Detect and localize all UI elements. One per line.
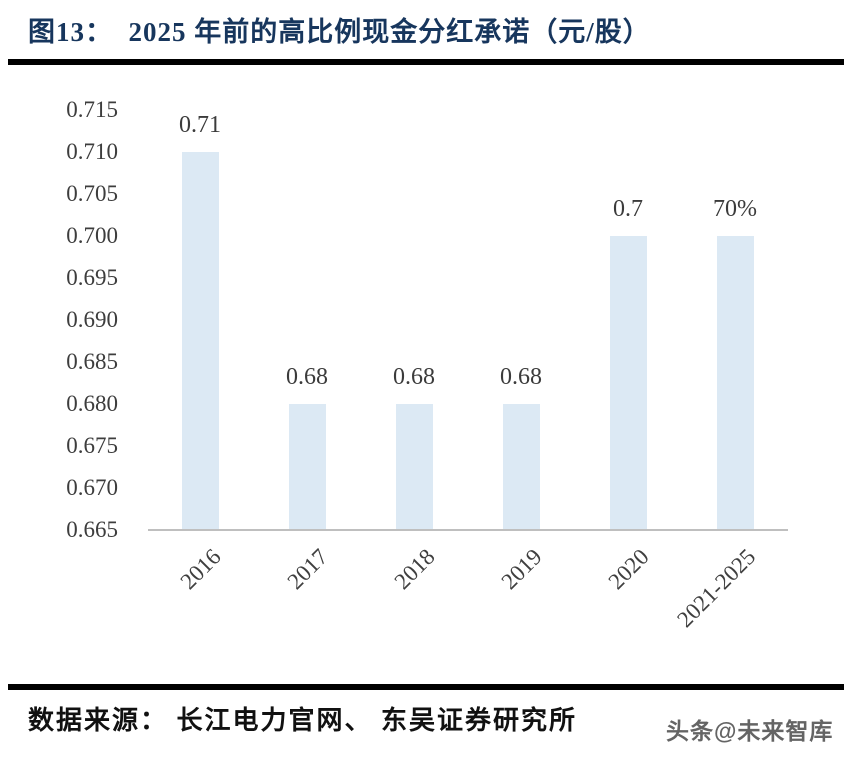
y-tick-label: 0.685 bbox=[66, 349, 118, 374]
x-tick-label: 2017 bbox=[282, 544, 333, 595]
bar-2019 bbox=[502, 404, 540, 530]
y-tick-label: 0.690 bbox=[66, 307, 118, 332]
bottom-divider bbox=[8, 684, 844, 690]
x-tick-label: 2016 bbox=[175, 544, 226, 595]
bar-2018 bbox=[395, 404, 433, 530]
bar-2016 bbox=[181, 152, 219, 530]
y-tick-label: 0.670 bbox=[66, 475, 118, 500]
bar-value-label: 0.68 bbox=[500, 364, 542, 390]
x-tick-label: 2020 bbox=[603, 544, 654, 595]
bar-value-label: 0.68 bbox=[286, 364, 328, 390]
top-divider bbox=[8, 59, 844, 65]
x-tick-label: 2021-2025 bbox=[672, 544, 761, 633]
y-tick-label: 0.700 bbox=[66, 223, 118, 248]
y-tick-label: 0.665 bbox=[66, 517, 118, 542]
bar-value-label: 70% bbox=[713, 196, 757, 222]
y-tick-label: 0.680 bbox=[66, 391, 118, 416]
data-source: 数据来源： 长江电力官网、 东吴证券研究所 bbox=[28, 706, 578, 735]
y-tick-label: 0.715 bbox=[66, 97, 118, 122]
y-tick-label: 0.675 bbox=[66, 433, 118, 458]
bar-value-label: 0.7 bbox=[613, 196, 643, 222]
x-axis-line bbox=[148, 529, 788, 531]
x-tick-label: 2018 bbox=[389, 544, 440, 595]
bar-chart: 0.715 0.710 0.705 0.700 0.695 0.690 0.685 0.680… bbox=[66, 97, 788, 633]
y-tick-label: 0.695 bbox=[66, 265, 118, 290]
bar-2020 bbox=[609, 236, 647, 530]
y-tick-label: 0.705 bbox=[66, 181, 118, 206]
watermark: 头条@未来智库 bbox=[666, 718, 834, 744]
bar-2017 bbox=[288, 404, 326, 530]
bar-value-label: 0.71 bbox=[179, 112, 221, 138]
y-tick-label: 0.710 bbox=[66, 139, 118, 164]
bar-value-label: 0.68 bbox=[393, 364, 435, 390]
bar-2021-2025 bbox=[716, 236, 754, 530]
x-tick-label: 2019 bbox=[496, 544, 547, 595]
figure-title: 图13： 2025 年前的高比例现金分红承诺（元/股） bbox=[28, 17, 651, 47]
